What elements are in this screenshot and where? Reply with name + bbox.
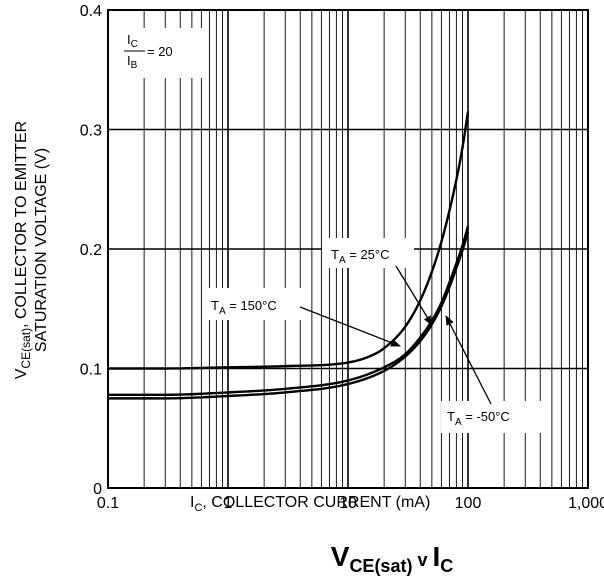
condition-denominator: IB [127,53,138,71]
y-tick-label: 0.3 [80,123,102,140]
y-axis-label: VCE(sat), COLLECTOR TO EMITTER SATURATIO… [13,121,50,380]
condition-value: = 20 [147,44,173,59]
chart-title: VCE(sat) v IC [331,541,454,576]
y-tick-label: 0.2 [80,242,102,259]
series-labels: TA = 25°C TA = 150°C TA = -50°C [203,238,547,433]
series-curves [108,111,470,400]
arrow-neg50c [445,315,492,405]
series-label-150c: TA = 150°C [211,298,277,317]
series-line-2 [108,231,470,400]
series-label-neg50c: TA = -50°C [447,409,510,428]
x-axis-label: IC, COLLECTOR CURRENT (mA) [190,494,430,514]
label-box-neg50c [441,401,547,433]
x-tick-label: 1,000 [568,495,604,512]
x-tick-label: 10 [339,495,357,512]
y-axis-label-line1: VCE(sat), COLLECTOR TO EMITTER [13,121,33,380]
x-tick-label: 0.1 [97,495,119,512]
condition-annotation: IC IB = 20 [116,28,202,78]
label-box-25c [322,238,414,268]
leader-arrows [299,265,492,405]
x-tick-label: 100 [455,495,482,512]
label-box-150c [203,288,311,320]
plot-frame [107,9,589,489]
arrow-25c [395,265,433,326]
y-tick-label: 0 [93,481,102,498]
y-tick-label: 0.1 [80,362,102,379]
condition-box-background [116,28,202,78]
series-label-25c: TA = 25°C [331,247,390,266]
condition-numerator: IC [127,32,138,50]
x-tick-label: 1 [224,495,233,512]
arrow-150c [299,306,401,347]
series-line-1 [108,225,470,396]
series-line-0 [108,111,470,370]
y-axis-label-line2: SATURATION VOLTAGE (V) [33,148,50,352]
y-tick-label: 0.4 [80,3,102,20]
